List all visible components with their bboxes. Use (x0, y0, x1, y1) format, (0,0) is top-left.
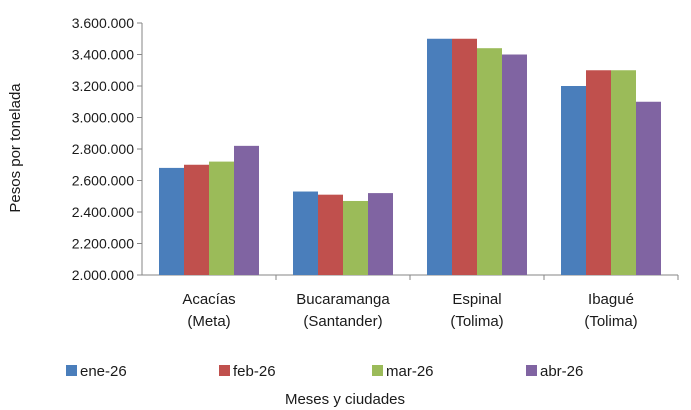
y-tick-label: 3.200.000 (72, 78, 134, 94)
bar-ene-26-2 (427, 38, 452, 275)
bar-mar-26-1 (343, 200, 368, 275)
x-axis-label: Meses y ciudades (285, 391, 405, 408)
y-axis-label: Pesos por tonelada (7, 83, 24, 213)
legend-label: ene-26 (80, 363, 127, 380)
bar-abr-26-1 (368, 193, 393, 275)
bar-mar-26-3 (611, 70, 636, 275)
plot-area: 2.000.000 2.200.000 2.400.000 2.600.000 2.80… (72, 15, 679, 330)
x-tick-label: Bucaramanga (Santander) (296, 291, 390, 330)
legend-swatch-mar-26 (372, 365, 383, 376)
y-tick-label: 2.000.000 (72, 267, 134, 283)
legend-swatch-feb-26 (219, 365, 230, 376)
bar-abr-26-2 (502, 54, 527, 275)
bar-feb-26-0 (184, 164, 209, 275)
bar-abr-26-3 (636, 101, 661, 275)
y-tick-label: 3.600.000 (72, 15, 134, 31)
legend-swatch-abr-26 (526, 365, 537, 376)
x-tick-label: Acacías (Meta) (182, 291, 235, 330)
bar-ene-26-3 (561, 86, 586, 275)
y-tick-label: 2.200.000 (72, 236, 134, 252)
y-tick-label: 3.000.000 (72, 110, 134, 126)
legend-label: mar-26 (386, 363, 434, 380)
bar-ene-26-1 (293, 191, 318, 275)
legend-label: feb-26 (233, 363, 276, 380)
bar-abr-26-0 (234, 145, 259, 275)
y-tick-label: 2.400.000 (72, 204, 134, 220)
y-tick-label: 2.800.000 (72, 141, 134, 157)
y-tick-label: 3.400.000 (72, 47, 134, 63)
bar-ene-26-0 (159, 167, 184, 275)
y-tick-label: 2.600.000 (72, 173, 134, 189)
bar-feb-26-3 (586, 70, 611, 275)
x-tick-label: Espinal (Tolima) (450, 291, 503, 330)
bar-mar-26-2 (477, 48, 502, 276)
bar-mar-26-0 (209, 161, 234, 275)
legend: ene-26 feb-26 mar-26 abr-26 (66, 363, 583, 380)
legend-label: abr-26 (540, 363, 583, 380)
x-tick-label: Ibagué (Tolima) (584, 291, 637, 330)
bar-feb-26-2 (452, 38, 477, 275)
bar-feb-26-1 (318, 194, 343, 275)
legend-swatch-ene-26 (66, 365, 77, 376)
